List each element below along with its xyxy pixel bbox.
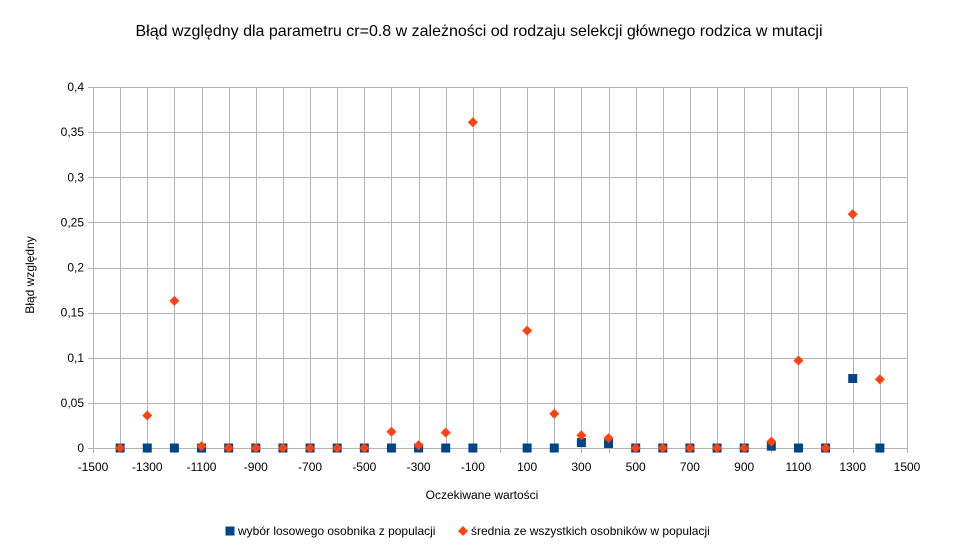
legend: wybór losowego osobnika z populacji średn… [225,524,710,538]
y-tick-label: 0,4 [67,80,84,94]
x-tick-label: -100 [461,460,485,474]
data-point-square [793,443,803,453]
data-point-diamond [467,117,478,128]
x-tick-label: 1100 [786,460,812,474]
legend-label: średnia ze wszystkich osobników w popula… [471,524,710,538]
data-point-square [441,443,451,453]
legend-marker-square [225,526,235,536]
y-tick-label: 0,3 [67,170,84,184]
data-point-diamond [739,443,750,453]
y-tick-label: 0,15 [61,306,85,320]
y-axis-ticks: 0 0,05 0,1 0,15 0,2 0,25 0,3 0,35 0,4 [61,80,93,455]
data-point-diamond [115,443,126,453]
data-point-diamond [630,443,641,453]
data-point-diamond [847,209,858,220]
data-point-diamond [657,443,668,453]
series-2 [115,117,885,453]
data-point-square [848,374,858,384]
data-point-square [875,443,885,453]
data-point-square [142,443,152,453]
data-point-diamond [793,355,804,366]
data-point-diamond [359,443,370,453]
data-point-diamond [522,325,533,336]
x-tick-label: -1100 [187,460,217,474]
data-point-diamond [766,436,777,447]
x-tick-label: -1500 [78,460,109,474]
x-tick-label: 300 [571,460,591,474]
x-tick-label: -700 [298,460,322,474]
data-point-diamond [196,441,207,452]
data-point-diamond [684,443,695,453]
data-point-diamond [223,443,234,453]
y-tick-label: 0,1 [67,351,84,365]
data-point-diamond [277,443,288,453]
y-tick-label: 0,2 [67,261,84,275]
y-tick-label: 0 [77,441,84,455]
data-point-diamond [250,443,261,453]
data-point-diamond [305,443,316,453]
chart-title: Błąd względny dla parametru cr=0.8 w zal… [135,23,822,40]
data-point-square [549,443,559,453]
x-tick-label: 500 [626,460,646,474]
x-tick-label: -500 [352,460,376,474]
data-point-square [522,443,532,453]
x-axis-ticks: -1500 -1300 -1100 -900 -700 -500 -300 -100 100 30… [78,448,921,474]
data-point-diamond [874,374,885,385]
x-tick-label: 100 [517,460,537,474]
legend-label: wybór losowego osobnika z populacji [237,524,435,538]
data-point-diamond [386,426,397,437]
data-point-diamond [820,443,831,453]
grid [93,87,908,449]
y-tick-label: 0,25 [61,215,85,229]
data-point-diamond [549,408,560,419]
x-tick-label: 1300 [839,460,866,474]
data-point-square [386,443,396,453]
data-point-diamond [440,427,451,438]
data-point-diamond [169,295,180,306]
x-tick-label: -900 [244,460,268,474]
y-tick-label: 0,05 [61,396,85,410]
data-point-diamond [142,410,153,421]
y-axis-title: Błąd względny [23,236,37,313]
x-tick-label: 700 [680,460,700,474]
x-tick-label: 1500 [894,460,921,474]
y-tick-label: 0,35 [61,125,85,139]
legend-marker-diamond [458,526,468,536]
data-point-diamond [332,443,343,453]
x-tick-label: -1300 [132,460,163,474]
data-point-diamond [576,430,587,441]
data-point-square [169,443,179,453]
data-point-square [468,443,478,453]
data-point-diamond [603,433,614,444]
data-point-square [604,438,614,448]
x-tick-label: 900 [734,460,754,474]
x-tick-label: -300 [407,460,431,474]
x-axis-title: Oczekiwane wartości [426,488,539,502]
data-point-diamond [413,440,424,451]
data-points [115,117,885,453]
data-point-diamond [712,443,723,453]
data-point-square [576,438,586,448]
